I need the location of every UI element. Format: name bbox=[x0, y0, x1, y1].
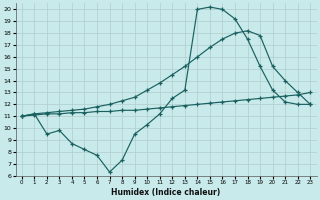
X-axis label: Humidex (Indice chaleur): Humidex (Indice chaleur) bbox=[111, 188, 221, 197]
